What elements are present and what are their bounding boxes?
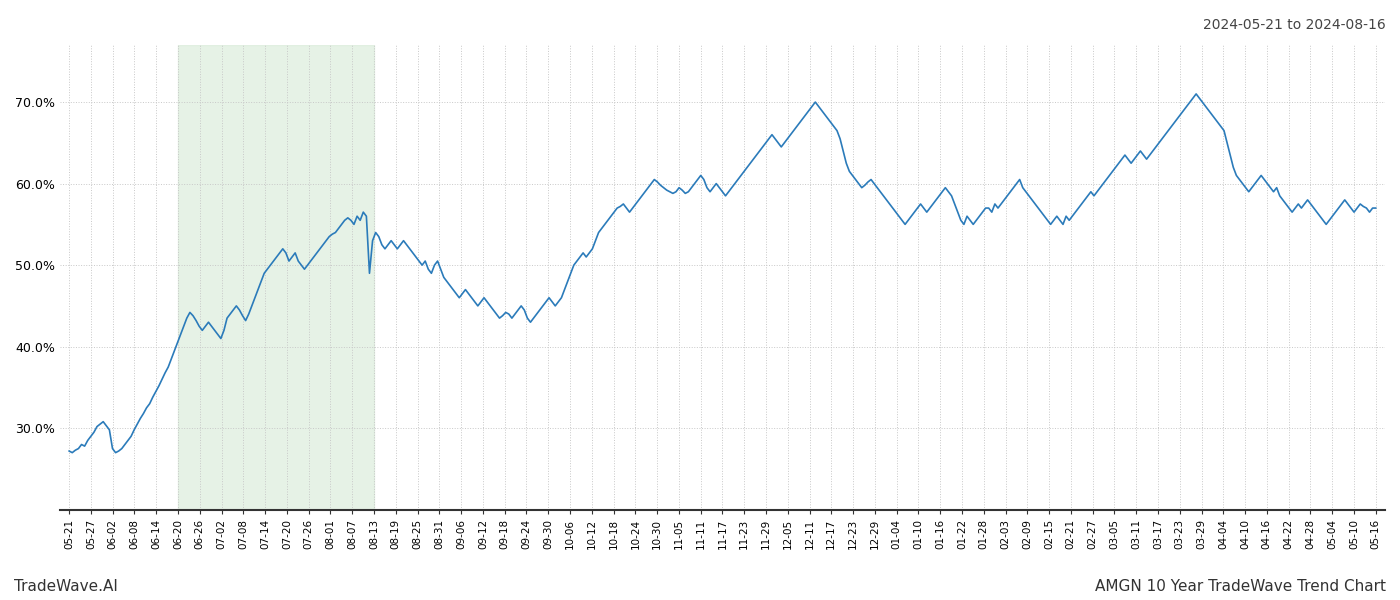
Text: 2024-05-21 to 2024-08-16: 2024-05-21 to 2024-08-16	[1203, 18, 1386, 32]
Text: AMGN 10 Year TradeWave Trend Chart: AMGN 10 Year TradeWave Trend Chart	[1095, 579, 1386, 594]
Text: TradeWave.AI: TradeWave.AI	[14, 579, 118, 594]
Bar	[178, 45, 374, 510]
